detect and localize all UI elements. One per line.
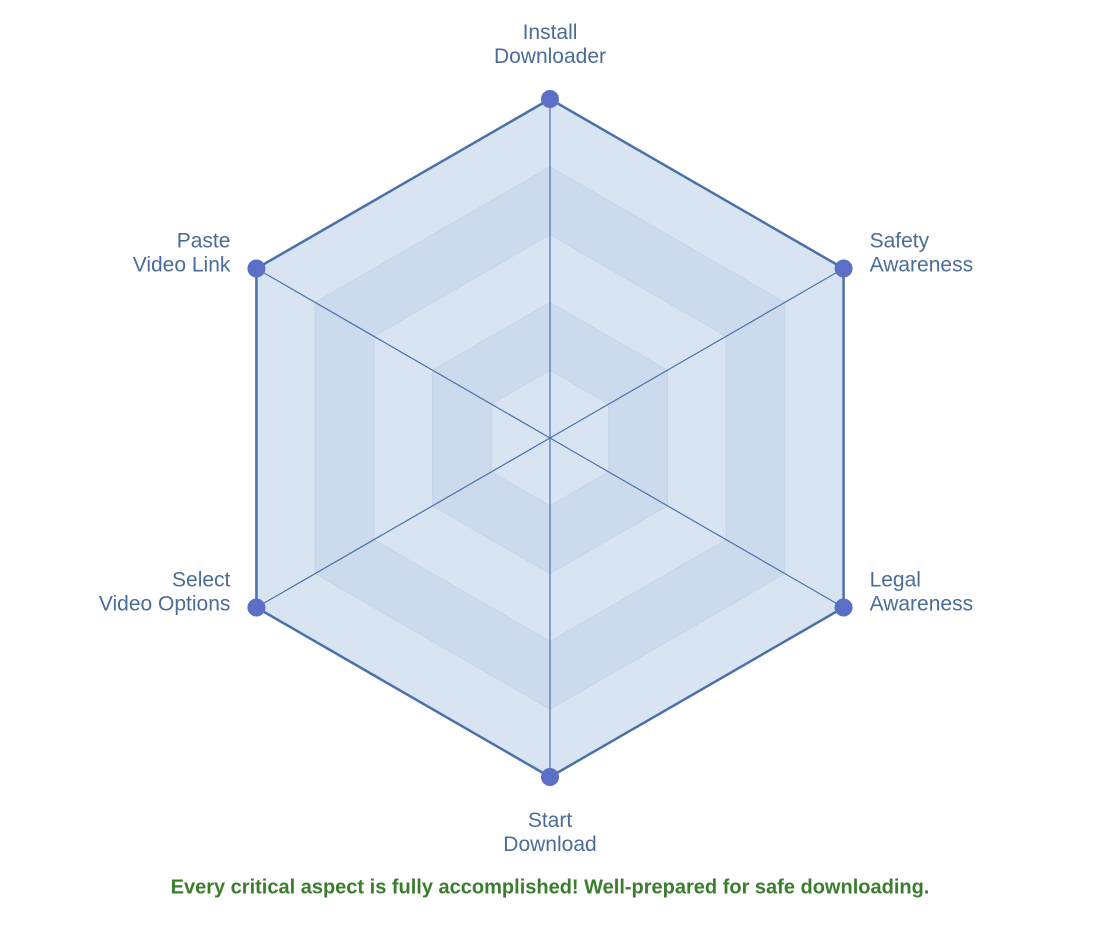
- axis-label: Select Video Options: [99, 568, 231, 615]
- data-point: [541, 768, 559, 786]
- axis-spoke: [549, 267, 844, 439]
- axis-label: Paste Video Link: [133, 229, 231, 276]
- data-point: [834, 259, 853, 278]
- axis-spoke: [549, 437, 844, 609]
- axis-label: Install Downloader: [494, 21, 606, 68]
- data-point: [541, 90, 559, 108]
- axis-spoke: [256, 267, 551, 439]
- data-point: [247, 598, 266, 617]
- data-point: [247, 259, 266, 278]
- data-point: [834, 598, 853, 617]
- annotation: Every critical aspect is fully accomplis…: [171, 876, 930, 898]
- axis-label: Safety Awareness: [870, 229, 974, 276]
- axis-label: Legal Awareness: [870, 568, 974, 615]
- axis-spoke: [256, 437, 551, 609]
- axis-label: Start Download: [503, 809, 596, 856]
